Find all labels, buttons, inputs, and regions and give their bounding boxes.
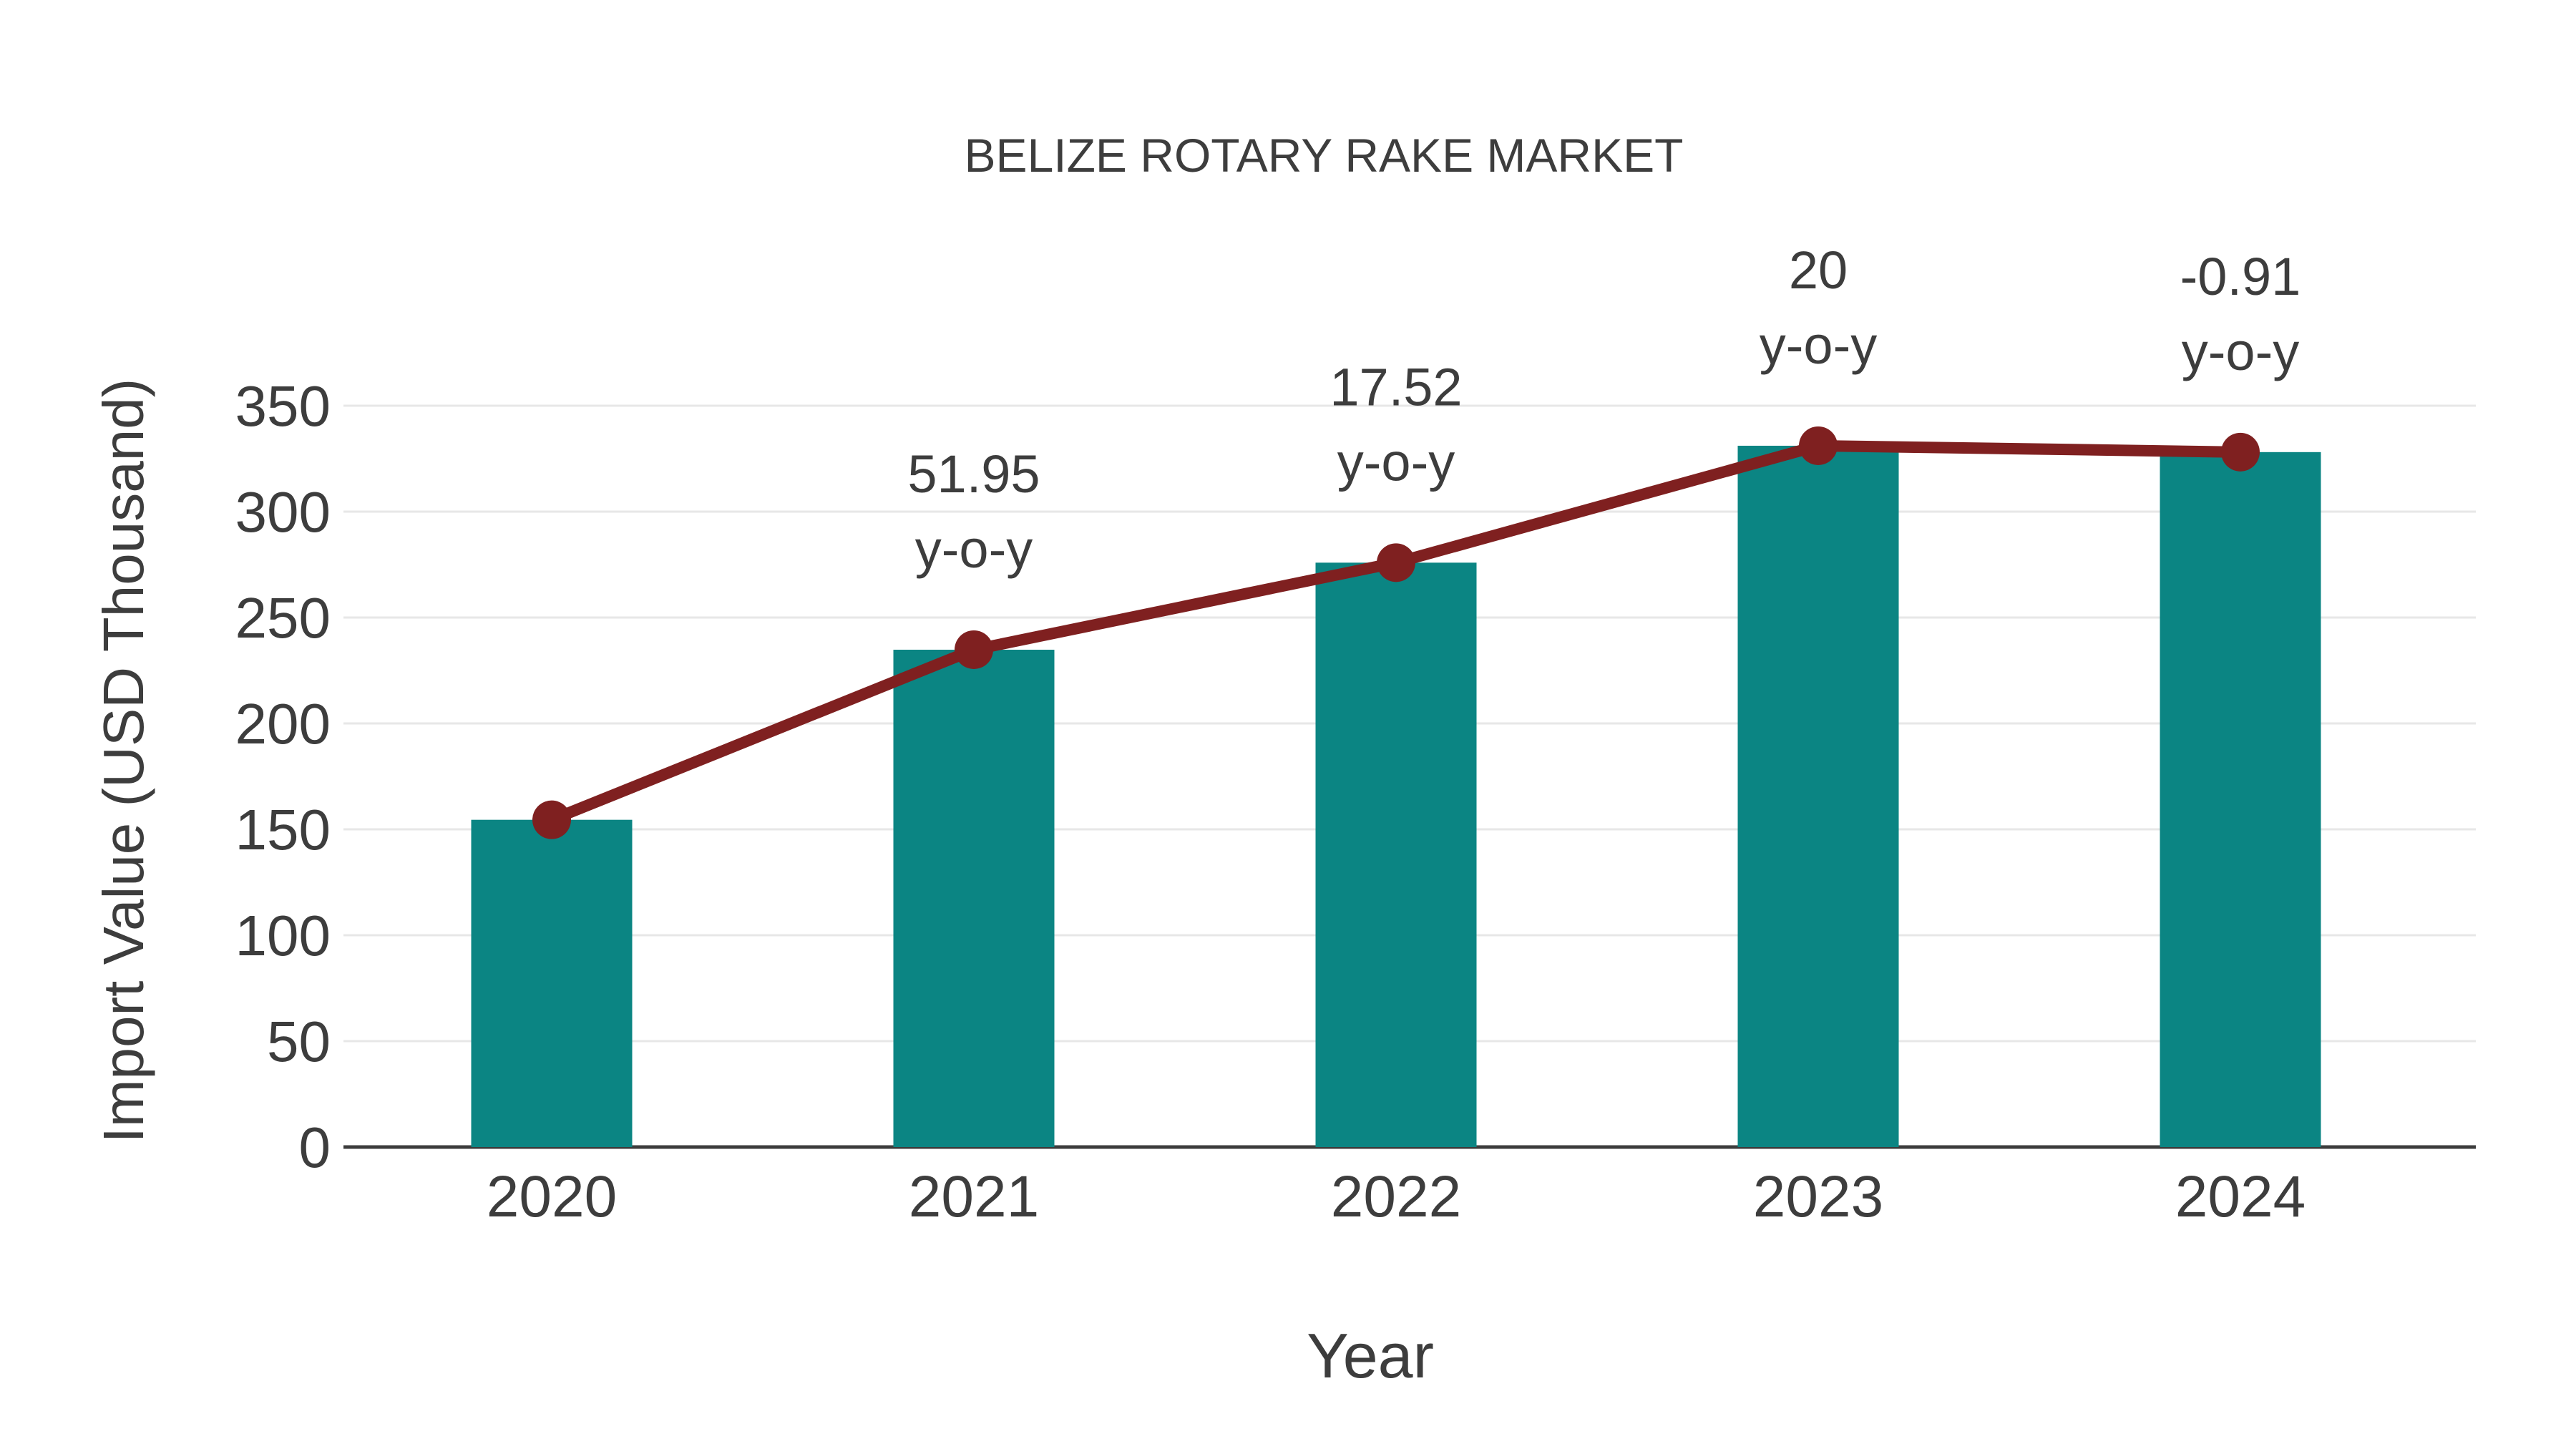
x-tick-label: 2023 (1753, 1164, 1883, 1229)
bar-2024 (2160, 452, 2321, 1147)
tick-labels-group: 0 50 100 150 200 250 300 350 2020 2021 2022 2023 202… (235, 374, 2306, 1229)
y-tick-label: 200 (235, 692, 331, 756)
y-tick-label: 250 (235, 586, 331, 650)
y-tick-label: 300 (235, 480, 331, 544)
bars-group (471, 445, 2321, 1147)
annotations-group: 51.95 y-o-y 17.52 y-o-y 20 y-o-y -0.91 y-o-y (907, 240, 2301, 579)
data-point-marker-2023 (1799, 426, 1838, 465)
data-point-marker-2020 (532, 800, 571, 839)
x-tick-label: 2021 (909, 1164, 1039, 1229)
trend-line-group (532, 426, 2260, 839)
bar-2021 (893, 649, 1055, 1147)
annotation-suffix: y-o-y (2182, 322, 2299, 381)
x-tick-label: 2020 (487, 1164, 617, 1229)
bar-2023 (1737, 445, 1899, 1147)
annotation-value: -0.91 (2180, 247, 2301, 306)
x-tick-label: 2024 (2175, 1164, 2306, 1229)
annotation-value: 20 (1789, 240, 1848, 300)
y-tick-label: 50 (267, 1010, 331, 1073)
y-axis-title: Import Value (USD Thousand) (92, 379, 155, 1143)
bar-2022 (1315, 562, 1477, 1147)
annotation-suffix: y-o-y (1760, 316, 1877, 375)
y-tick-label: 150 (235, 798, 331, 862)
chart-title: BELIZE ROTARY RAKE MARKET (965, 129, 1684, 182)
y-tick-label: 100 (235, 904, 331, 967)
x-axis-title: Year (1307, 1320, 1434, 1391)
y-tick-label: 350 (235, 374, 331, 438)
bar-2020 (471, 819, 633, 1147)
data-point-marker-2024 (2221, 432, 2260, 472)
annotation-value: 51.95 (907, 444, 1040, 504)
annotation-suffix: y-o-y (915, 519, 1033, 579)
data-point-marker-2022 (1377, 543, 1415, 582)
y-tick-label: 0 (299, 1116, 331, 1179)
annotation-suffix: y-o-y (1337, 432, 1455, 492)
x-tick-label: 2022 (1331, 1164, 1461, 1229)
annotation-value: 17.52 (1330, 357, 1462, 416)
data-point-marker-2021 (955, 630, 993, 669)
